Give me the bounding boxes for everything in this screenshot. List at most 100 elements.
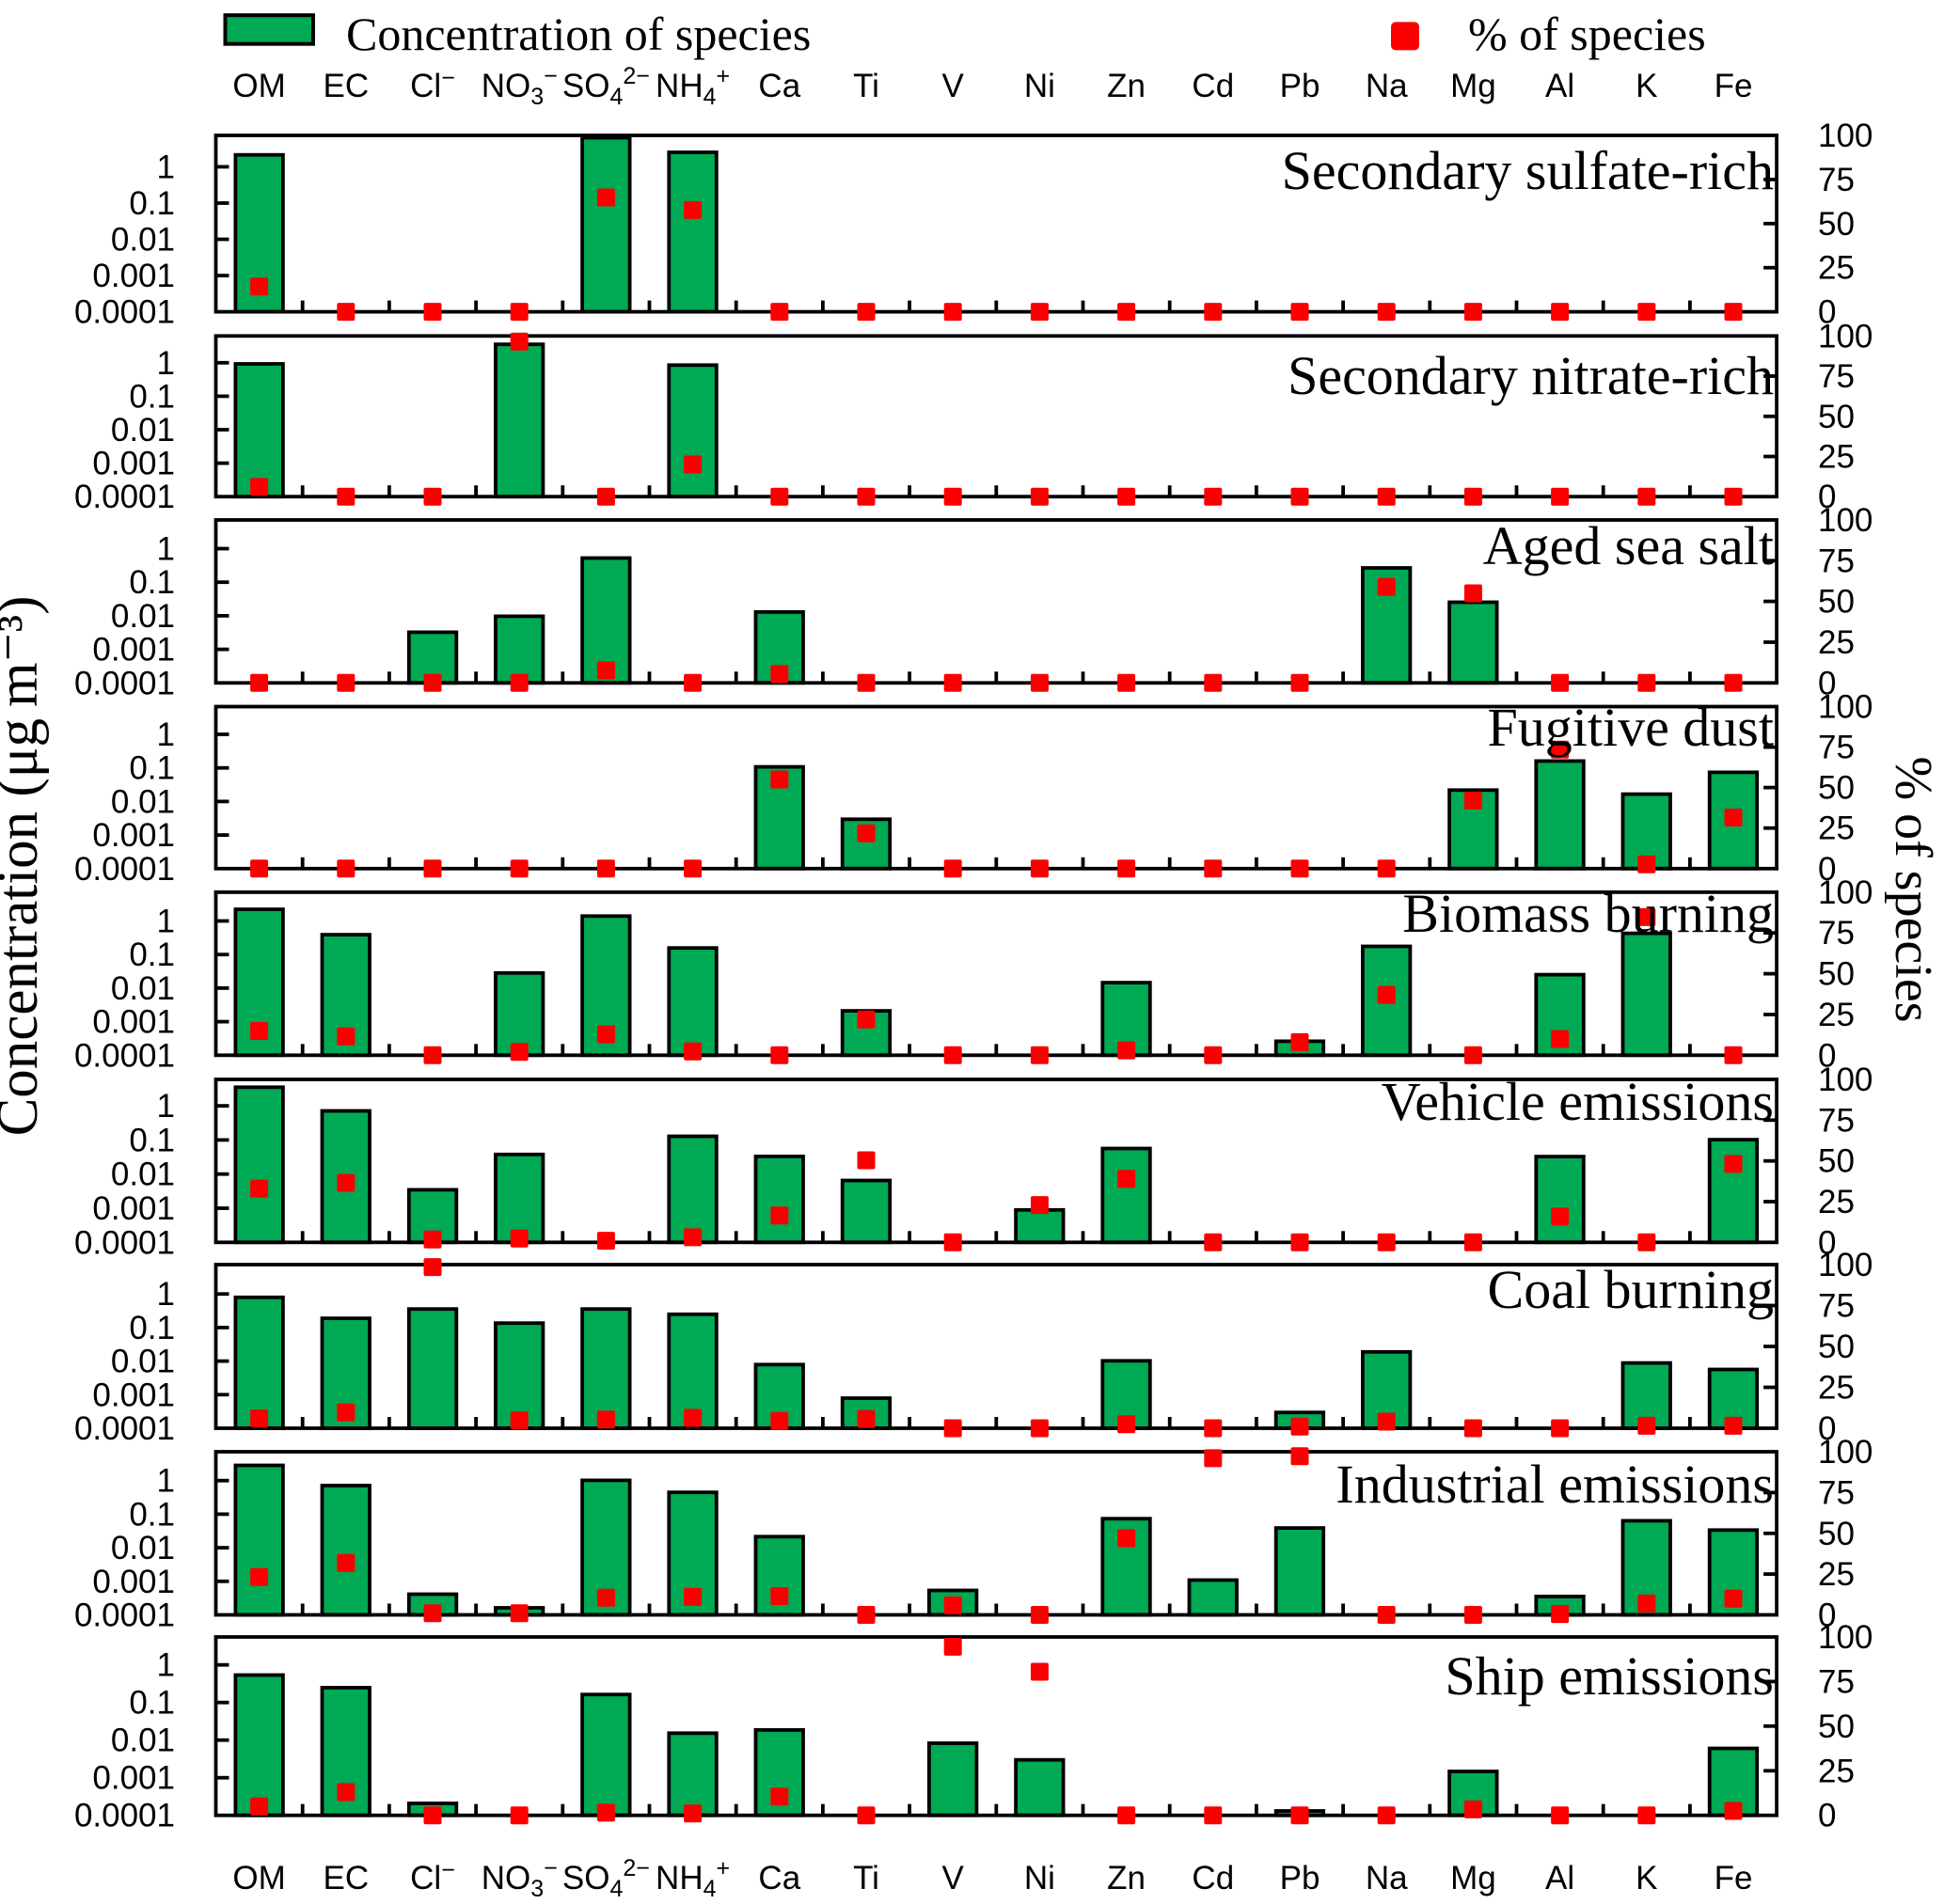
svg-text:25: 25 [1818,1184,1855,1220]
svg-text:Zn: Zn [1107,68,1146,104]
svg-text:Ni: Ni [1024,1860,1055,1896]
svg-text:100: 100 [1818,502,1873,539]
svg-text:25: 25 [1818,439,1855,476]
svg-text:75: 75 [1818,730,1855,766]
svg-text:100: 100 [1818,874,1873,911]
svg-text:EC: EC [323,68,369,104]
svg-text:1: 1 [157,345,175,382]
svg-text:Mg: Mg [1450,1860,1496,1896]
svg-text:0: 0 [1818,1410,1836,1447]
svg-text:% of species: % of species [1884,756,1942,1022]
svg-text:50: 50 [1818,399,1855,435]
svg-text:50: 50 [1818,1143,1855,1180]
svg-text:Al: Al [1545,1860,1574,1896]
svg-text:0.001: 0.001 [92,1760,175,1797]
svg-text:K: K [1636,1860,1657,1896]
svg-text:V: V [942,1860,965,1896]
svg-text:0.0001: 0.0001 [74,479,175,515]
svg-text:0.001: 0.001 [92,1377,175,1413]
svg-text:100: 100 [1818,1062,1873,1098]
svg-text:100: 100 [1818,1434,1873,1471]
svg-text:100: 100 [1818,689,1873,726]
svg-text:0: 0 [1818,1798,1836,1834]
svg-text:Cd: Cd [1192,1860,1234,1896]
svg-text:1: 1 [157,531,175,568]
svg-text:0.001: 0.001 [92,1190,175,1227]
svg-text:Ni: Ni [1024,68,1055,104]
svg-text:25: 25 [1818,1753,1855,1789]
svg-text:25: 25 [1818,997,1855,1033]
svg-text:0.001: 0.001 [92,1004,175,1041]
svg-text:0.1: 0.1 [129,1310,175,1346]
svg-text:0.1: 0.1 [129,564,175,601]
svg-text:Aged sea salt: Aged sea salt [1483,515,1774,576]
svg-text:50: 50 [1818,206,1855,243]
svg-text:75: 75 [1818,543,1855,579]
svg-text:0.01: 0.01 [111,412,175,448]
svg-text:75: 75 [1818,1102,1855,1139]
svg-text:75: 75 [1818,1288,1855,1325]
svg-text:25: 25 [1818,1556,1855,1593]
svg-text:OM: OM [232,1860,285,1896]
svg-text:75: 75 [1818,358,1855,395]
svg-text:Na: Na [1366,68,1408,104]
svg-text:0.01: 0.01 [111,222,175,259]
svg-text:100: 100 [1818,1247,1873,1283]
svg-text:K: K [1636,68,1657,104]
svg-text:Secondary nitrate-rich: Secondary nitrate-rich [1288,345,1774,406]
svg-text:0.1: 0.1 [129,936,175,973]
svg-text:0.01: 0.01 [111,970,175,1007]
svg-text:25: 25 [1818,624,1855,661]
svg-text:100: 100 [1818,1619,1873,1656]
svg-text:Vehicle emissions: Vehicle emissions [1382,1071,1774,1132]
svg-text:0.01: 0.01 [111,1344,175,1380]
svg-text:EC: EC [323,1860,369,1896]
svg-text:75: 75 [1818,915,1855,952]
svg-text:50: 50 [1818,770,1855,807]
svg-text:1: 1 [157,1088,175,1125]
svg-text:0.1: 0.1 [129,750,175,787]
svg-text:NO3−: NO3− [482,63,558,110]
svg-text:0.1: 0.1 [129,1496,175,1533]
svg-text:0.1: 0.1 [129,378,175,415]
svg-text:0: 0 [1818,479,1836,515]
svg-text:Zn: Zn [1107,1860,1146,1896]
svg-text:Ti: Ti [853,68,879,104]
svg-text:0.0001: 0.0001 [74,665,175,701]
svg-text:Concentration of species: Concentration of species [346,8,811,60]
svg-text:Ca: Ca [758,68,800,104]
svg-text:1: 1 [157,716,175,753]
svg-text:1: 1 [157,1647,175,1684]
svg-text:75: 75 [1818,1663,1855,1700]
svg-text:Industrial emissions: Industrial emissions [1336,1454,1774,1515]
svg-text:0.0001: 0.0001 [74,294,175,331]
svg-text:0.001: 0.001 [92,446,175,482]
svg-text:75: 75 [1818,1474,1855,1511]
svg-text:Al: Al [1545,68,1574,104]
svg-text:Fe: Fe [1715,1860,1753,1896]
svg-text:0.001: 0.001 [92,817,175,854]
svg-text:V: V [942,68,965,104]
svg-text:% of species: % of species [1468,8,1706,60]
svg-text:Cd: Cd [1192,68,1234,104]
svg-text:0.001: 0.001 [92,258,175,294]
svg-text:Pb: Pb [1280,68,1320,104]
svg-text:1: 1 [157,1276,175,1313]
svg-text:0.0001: 0.0001 [74,1597,175,1634]
svg-text:0.001: 0.001 [92,1564,175,1600]
svg-text:50: 50 [1818,584,1855,621]
svg-text:0: 0 [1818,665,1836,701]
svg-text:0.01: 0.01 [111,1157,175,1193]
svg-text:25: 25 [1818,810,1855,847]
svg-text:Fe: Fe [1715,68,1753,104]
svg-text:Concentration (μg m⁻³): Concentration (μg m⁻³) [0,596,50,1137]
svg-text:1: 1 [157,904,175,940]
svg-text:SO42−: SO42− [562,63,650,110]
svg-text:0: 0 [1818,851,1836,888]
svg-text:0: 0 [1818,1037,1836,1074]
svg-text:0.0001: 0.0001 [74,1798,175,1834]
svg-text:0: 0 [1818,294,1836,331]
svg-text:Ship emissions: Ship emissions [1445,1645,1774,1707]
svg-text:Ca: Ca [758,1860,800,1896]
svg-text:1: 1 [157,1463,175,1500]
